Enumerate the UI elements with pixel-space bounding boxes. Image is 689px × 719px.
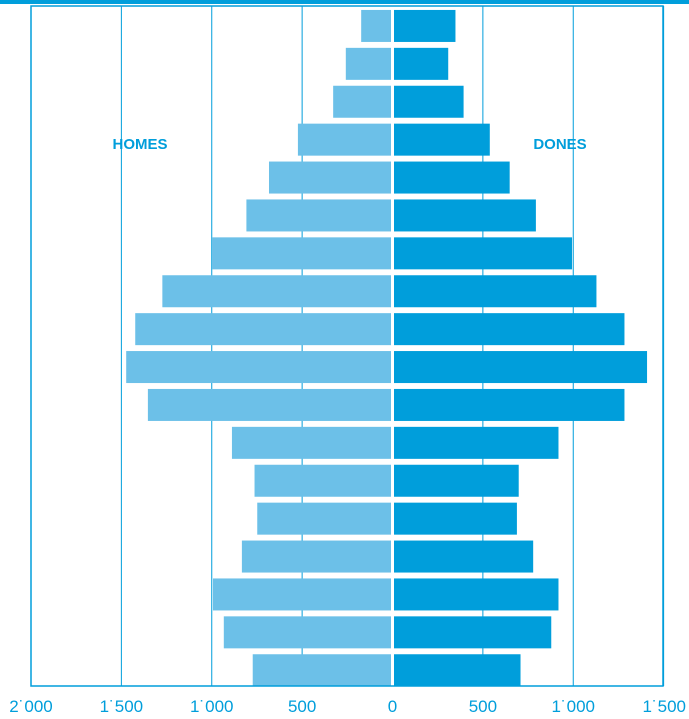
dones-bar [394,540,534,573]
dones-bar [394,123,490,156]
homes-bar [212,237,391,270]
dones-bar [394,502,517,535]
dones-bar [394,616,552,649]
dones-bar [394,237,573,270]
dones-bar [394,9,456,42]
x-tick-label: 1˙000 [552,697,595,716]
homes-bar [297,123,391,156]
x-tick-label: 2˙000 [9,697,52,716]
top-accent-bar [0,0,689,4]
dones-bar [394,199,536,232]
homes-bar [223,616,391,649]
x-axis-tick-labels: 2˙000 1˙500 1˙000 500 0 500 1˙000 1˙500 [9,697,686,716]
x-tick-label: 1˙500 [100,697,143,716]
dones-bar [394,161,510,194]
dones-bar [394,85,464,118]
gridlines [120,6,665,686]
homes-bar [361,9,391,42]
homes-bar [147,388,391,421]
homes-bar [268,161,391,194]
dones-bar [394,388,625,421]
dones-bar [394,275,597,308]
dones-bar [394,654,521,687]
x-tick-label: 1˙500 [643,697,686,716]
homes-bar [252,654,391,687]
dones-bars [394,9,648,687]
dones-bar [394,464,519,497]
homes-bar [333,85,391,118]
plot-frame [30,5,664,687]
x-tick-label: 1˙000 [190,697,233,716]
homes-bar [254,464,391,497]
homes-bar [212,578,391,611]
legend-label-dones: DONES [533,136,586,153]
homes-bar [126,351,392,384]
dones-bar [394,578,559,611]
dones-bar [394,351,648,384]
homes-bar [135,313,391,346]
homes-bar [241,540,391,573]
dones-bar [394,313,625,346]
homes-bar [246,199,391,232]
legend-label-homes: HOMES [112,136,167,153]
homes-bar [257,502,391,535]
homes-bar [231,426,391,459]
homes-bar [345,47,391,80]
x-tick-label: 500 [469,697,497,716]
dones-bar [394,47,449,80]
x-tick-label: 500 [288,697,316,716]
homes-bar [162,275,391,308]
homes-bars [126,9,392,687]
dones-bar [394,426,559,459]
x-tick-label-zero: 0 [388,697,397,716]
